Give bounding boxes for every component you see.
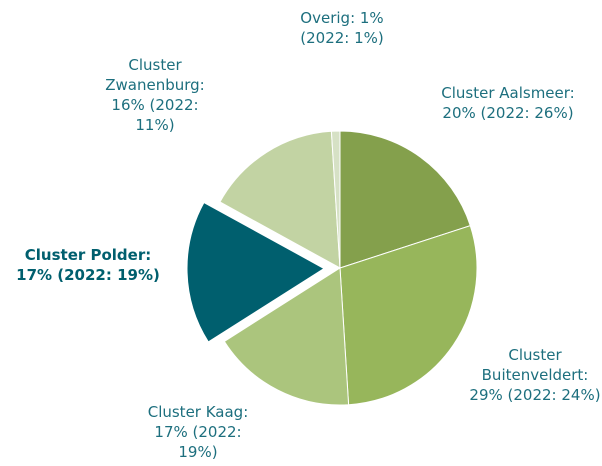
slice-label: Cluster Polder: 17% (2022: 19%) [16, 246, 160, 284]
slice-label: Cluster Buitenveldert: 29% (2022: 24%) [469, 346, 601, 404]
pie-slice [339, 225, 478, 406]
pie-slice [339, 130, 471, 269]
slice-label: Cluster Zwanenburg: 16% (2022: 11%) [105, 56, 205, 134]
slice-label: Overig: 1% (2022: 1%) [300, 9, 384, 47]
slice-label: Cluster Aalsmeer: 20% (2022: 26%) [441, 84, 575, 122]
pie-slice [223, 267, 350, 406]
slice-label: Cluster Kaag: 17% (2022: 19%) [147, 403, 249, 461]
pie-slice [330, 130, 341, 269]
pie-slice [219, 130, 341, 269]
pie-slice [186, 201, 325, 343]
